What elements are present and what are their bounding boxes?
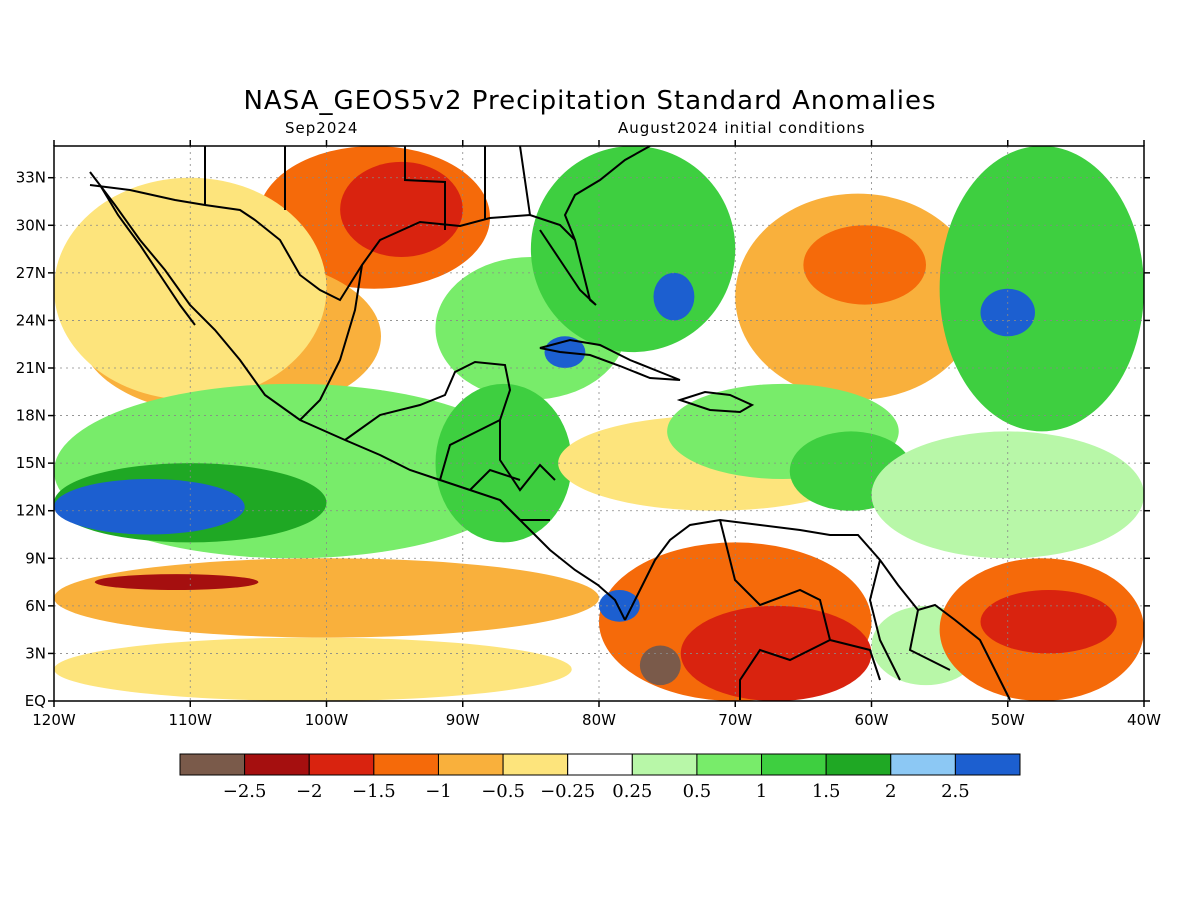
colorbar-label: 2 xyxy=(885,781,896,802)
initial-conditions: August2024 initial conditions xyxy=(618,119,866,137)
lat-tick-label: 21N xyxy=(16,359,46,377)
colorbar-swatch xyxy=(761,753,827,776)
colorbar-swatch xyxy=(631,753,698,776)
border-central-america xyxy=(439,419,550,521)
lat-tick-label: 33N xyxy=(16,169,46,187)
coastline-south-america-north xyxy=(624,518,1011,701)
coastline-us-east xyxy=(563,146,651,241)
colorbar-swatch xyxy=(308,753,375,776)
colorbar-label: −1 xyxy=(425,781,452,802)
colorbar-swatch xyxy=(954,753,1021,776)
lon-tick-label: 90W xyxy=(446,711,480,729)
lat-ticks: 33N 30N 27N 24N 21N 18N 15N 12N 9N 6N 3N EQ xyxy=(16,169,1150,710)
anomaly-region-itcz-dry-core xyxy=(94,574,259,590)
colorbar: −2.5 −2 −1.5 −1 −0.5 −0.25 0.25 0.5 1 1.5 2 2.5 xyxy=(179,753,1021,802)
anomaly-region-venezuela-dry-core xyxy=(680,605,872,701)
colorbar-label: −1.5 xyxy=(352,781,396,802)
lon-tick-label: 70W xyxy=(718,711,752,729)
colorbar-swatch xyxy=(373,753,439,776)
forecast-month: Sep2024 xyxy=(285,119,359,137)
colorbar-label: 1 xyxy=(756,781,767,802)
lat-tick-label: 9N xyxy=(25,549,46,567)
coastline-baja xyxy=(99,184,196,326)
colorbar-label: 1.5 xyxy=(812,781,841,802)
colorbar-label: −2.5 xyxy=(223,781,267,802)
lat-tick-label: 24N xyxy=(16,311,46,329)
anomaly-region-baja-dry xyxy=(54,177,327,400)
colorbar-label: 0.25 xyxy=(612,781,652,802)
coastline-gulf xyxy=(299,213,597,421)
anomaly-field xyxy=(54,146,1144,701)
lat-tick-label: 30N xyxy=(16,216,46,234)
lon-tick-label: 40W xyxy=(1127,711,1161,729)
lon-tick-label: 80W xyxy=(582,711,616,729)
lon-tick-label: 60W xyxy=(855,711,889,729)
map-title: NASA_GEOS5v2 Precipitation Standard Anom… xyxy=(243,86,937,116)
anomaly-region-amazon-extreme-dry xyxy=(639,645,681,686)
map-grid xyxy=(54,146,1144,701)
anomaly-region-gulf-dry-core xyxy=(340,161,463,257)
anomaly-region-tropical-atlantic-dry-core xyxy=(980,590,1117,654)
anomaly-region-west-atlantic-wet xyxy=(939,146,1144,432)
lat-tick-label: 6N xyxy=(25,597,46,615)
colorbar-swatch xyxy=(696,753,763,776)
lon-ticks: 120W 110W 100W 90W 80W 70W 60W 50W 40W xyxy=(32,140,1161,729)
anomaly-region-florida-wet xyxy=(530,146,736,353)
border-us-states xyxy=(204,146,531,230)
border-us-mexico xyxy=(89,184,363,302)
border-south-america-interior xyxy=(719,519,951,700)
colorbar-swatch xyxy=(437,753,504,776)
lon-tick-label: 100W xyxy=(305,711,349,729)
colorbar-swatch xyxy=(244,753,310,776)
colorbar-swatch xyxy=(890,753,956,776)
colorbar-label: −0.25 xyxy=(540,781,595,802)
colorbar-label: 0.5 xyxy=(683,781,712,802)
lat-tick-label: 3N xyxy=(25,644,46,662)
lat-tick-label: 12N xyxy=(16,502,46,520)
anomaly-region-equatorial-pacific-dry xyxy=(54,637,572,701)
anomaly-region-atlantic-dry-core xyxy=(803,225,926,305)
anomaly-region-central-america-wet xyxy=(435,383,572,543)
lon-tick-label: 120W xyxy=(32,711,76,729)
coastline-yucatan xyxy=(344,360,556,492)
lat-tick-label: 15N xyxy=(16,454,46,472)
colorbar-swatch xyxy=(825,753,892,776)
colorbar-label: −2 xyxy=(296,781,323,802)
anomaly-region-bahamas-wet-max xyxy=(653,272,695,321)
colorbar-label: 2.5 xyxy=(941,781,970,802)
colorbar-swatch xyxy=(502,753,569,776)
anomaly-region-atlantic-wet-max xyxy=(980,288,1035,337)
colorbar-label: −0.5 xyxy=(481,781,525,802)
lat-tick-label: 18N xyxy=(16,407,46,425)
colorbar-swatch xyxy=(179,753,246,776)
coastline-hispaniola xyxy=(676,390,755,414)
colorbar-swatch xyxy=(567,753,633,776)
anomaly-region-east-pacific-wet-max xyxy=(54,479,245,535)
coastline-mexico-pacific xyxy=(89,171,626,621)
coastline-cuba xyxy=(539,338,681,381)
coastlines xyxy=(89,146,1011,701)
lon-tick-label: 50W xyxy=(991,711,1025,729)
lat-tick-label: EQ xyxy=(25,692,46,710)
lat-tick-label: 27N xyxy=(16,264,46,282)
lon-tick-label: 110W xyxy=(169,711,213,729)
